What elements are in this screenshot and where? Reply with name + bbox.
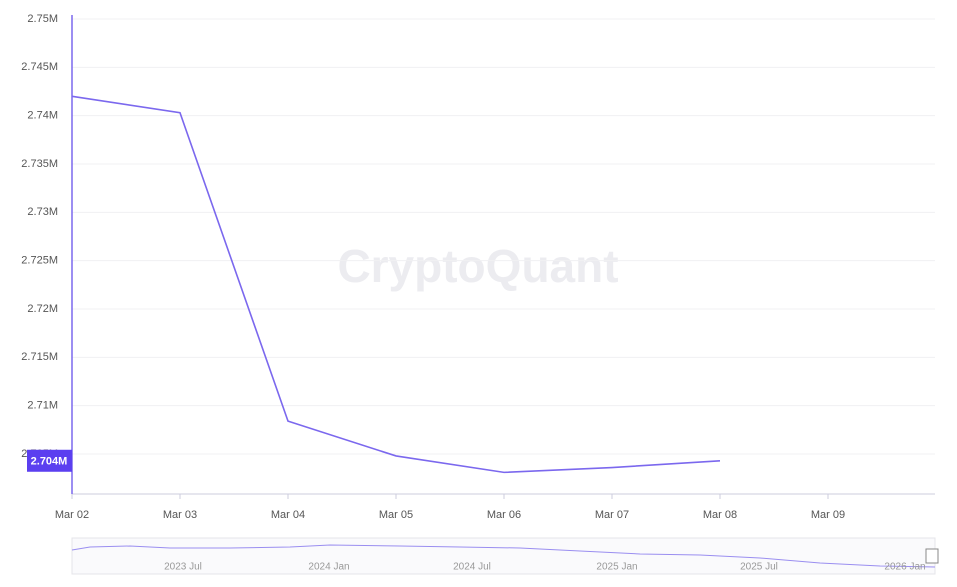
navigator: 2023 Jul 2024 Jan 2024 Jul 2025 Jan 2025 Jul… [71, 537, 939, 575]
line-series [71, 95, 721, 474]
x-tick-label: Mar 04 [271, 509, 305, 521]
y-tick-label: 2.75M [27, 13, 58, 25]
watermark: CryptoQuant [337, 240, 618, 292]
last-value-box [27, 449, 72, 472]
x-tick-label: Mar 03 [163, 509, 197, 521]
y-tick-label: 2.725M [21, 255, 58, 267]
navigator-label: 2023 Jul [164, 562, 202, 573]
x-tick-label: Mar 02 [55, 509, 89, 521]
navigator-handle[interactable] [925, 548, 939, 564]
navigator-label: 2024 Jan [308, 562, 349, 573]
x-tick-label: Mar 07 [595, 509, 629, 521]
navigator-line [71, 544, 936, 568]
y-tick-label: 2.715M [21, 351, 58, 363]
x-tick-label: Mar 05 [379, 509, 413, 521]
x-tick-label: Mar 08 [703, 509, 737, 521]
navigator-label: 2024 Jul [453, 562, 491, 573]
y-tick-label: 2.71M [27, 400, 58, 412]
y-tick-label: 2.72M [27, 303, 58, 315]
navigator-label: 2026 Jan [884, 562, 925, 573]
navigator-label: 2025 Jul [740, 562, 778, 573]
last-value-label: 2.704M [31, 456, 68, 468]
y-tick-label: 2.745M [21, 61, 58, 73]
navigator-label: 2025 Jan [596, 562, 637, 573]
y-tick-label: 2.735M [21, 158, 58, 170]
y-tick-label: 2.74M [27, 110, 58, 122]
navigator-frame [71, 537, 936, 575]
x-tick-label: Mar 09 [811, 509, 845, 521]
y-tick-label: 2.73M [27, 206, 58, 218]
x-tick-label: Mar 06 [487, 509, 521, 521]
